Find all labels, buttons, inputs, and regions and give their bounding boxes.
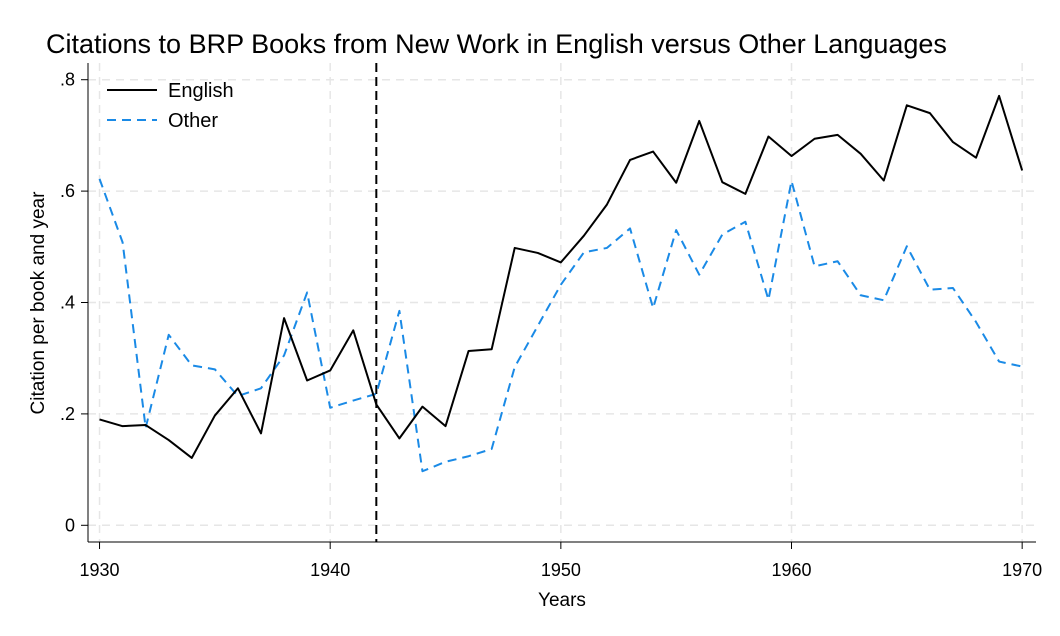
series-line-other [98, 178, 1023, 473]
grid-lines [88, 63, 1036, 542]
y-tick-label: .6 [60, 181, 75, 201]
axes [81, 63, 1036, 549]
legend-label-english: English [168, 80, 234, 102]
series-lines [98, 94, 1024, 473]
y-tick-label: 0 [65, 515, 75, 535]
x-tick-label: 1960 [771, 560, 811, 580]
y-tick-label: .2 [60, 404, 75, 424]
y-axis-label: Citation per book and year [28, 191, 49, 415]
legend: English Other [107, 80, 234, 132]
x-tick-label: 1950 [541, 560, 581, 580]
tick-labels: 1930 1940 1950 1960 1970 0 .2 .4 .6 .8 [60, 70, 1042, 580]
y-tick-label: .8 [60, 70, 75, 90]
legend-label-other: Other [168, 110, 218, 132]
y-tick-label: .4 [60, 293, 75, 313]
chart-title: Citations to BRP Books from New Work in … [46, 29, 947, 59]
x-tick-label: 1940 [310, 560, 350, 580]
series-line-english [99, 94, 1024, 459]
x-tick-label: 1970 [1002, 560, 1042, 580]
x-tick-label: 1930 [80, 560, 120, 580]
x-axis-label: Years [538, 590, 586, 611]
